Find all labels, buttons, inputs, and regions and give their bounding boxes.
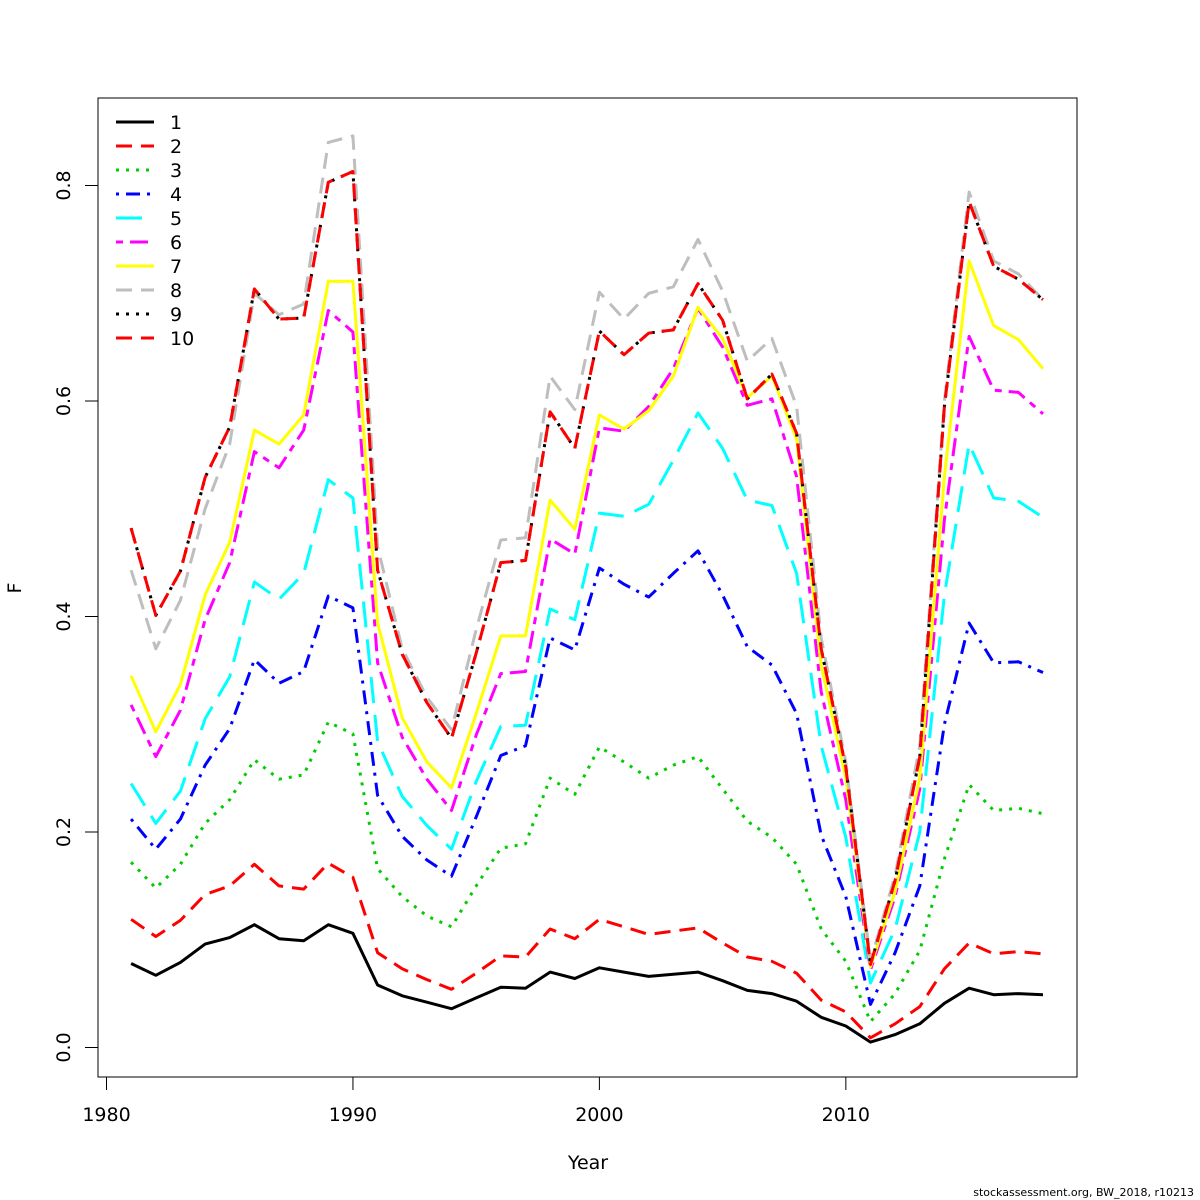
y-tick-label: 0.6 bbox=[53, 386, 75, 416]
legend-label-5: 5 bbox=[170, 208, 182, 230]
series-line-5 bbox=[129, 411, 1044, 985]
series-line-4 bbox=[129, 549, 1044, 1006]
y-axis: 0.0 0.2 0.4 0.6 0.8 bbox=[53, 170, 99, 1063]
series-line-3 bbox=[130, 720, 1044, 1024]
legend-label-4: 4 bbox=[170, 184, 182, 206]
series-line-10 bbox=[129, 170, 1044, 966]
legend-label-10: 10 bbox=[170, 328, 194, 350]
legend-label-1: 1 bbox=[170, 112, 182, 134]
series-line-7 bbox=[129, 259, 1045, 969]
y-axis-label: F bbox=[4, 583, 26, 594]
legend-label-6: 6 bbox=[170, 232, 182, 254]
y-tick-label: 0.4 bbox=[53, 601, 75, 631]
x-tick-label: 1980 bbox=[82, 1104, 130, 1126]
footnote: stockassessment.org, BW_2018, r10213 bbox=[973, 1186, 1194, 1199]
x-tick-label: 1990 bbox=[329, 1104, 377, 1126]
x-axis: 1980 1990 2000 2010 bbox=[82, 1076, 870, 1126]
legend-label-3: 3 bbox=[170, 160, 182, 182]
series-line-1 bbox=[130, 923, 1044, 1044]
legend-label-7: 7 bbox=[170, 256, 182, 278]
series-line-6 bbox=[129, 306, 1044, 972]
series-line-2 bbox=[130, 861, 1044, 1040]
legend-label-8: 8 bbox=[170, 280, 182, 302]
x-tick-label: 2000 bbox=[575, 1104, 623, 1126]
series-lines bbox=[129, 134, 1045, 1044]
x-axis-label: Year bbox=[567, 1152, 608, 1174]
y-tick-label: 0.2 bbox=[53, 817, 75, 847]
legend-label-9: 9 bbox=[170, 304, 182, 326]
legend-label-2: 2 bbox=[170, 136, 182, 158]
y-tick-label: 0.8 bbox=[53, 170, 75, 200]
x-tick-label: 2010 bbox=[822, 1104, 870, 1126]
y-tick-label: 0.0 bbox=[53, 1032, 75, 1062]
